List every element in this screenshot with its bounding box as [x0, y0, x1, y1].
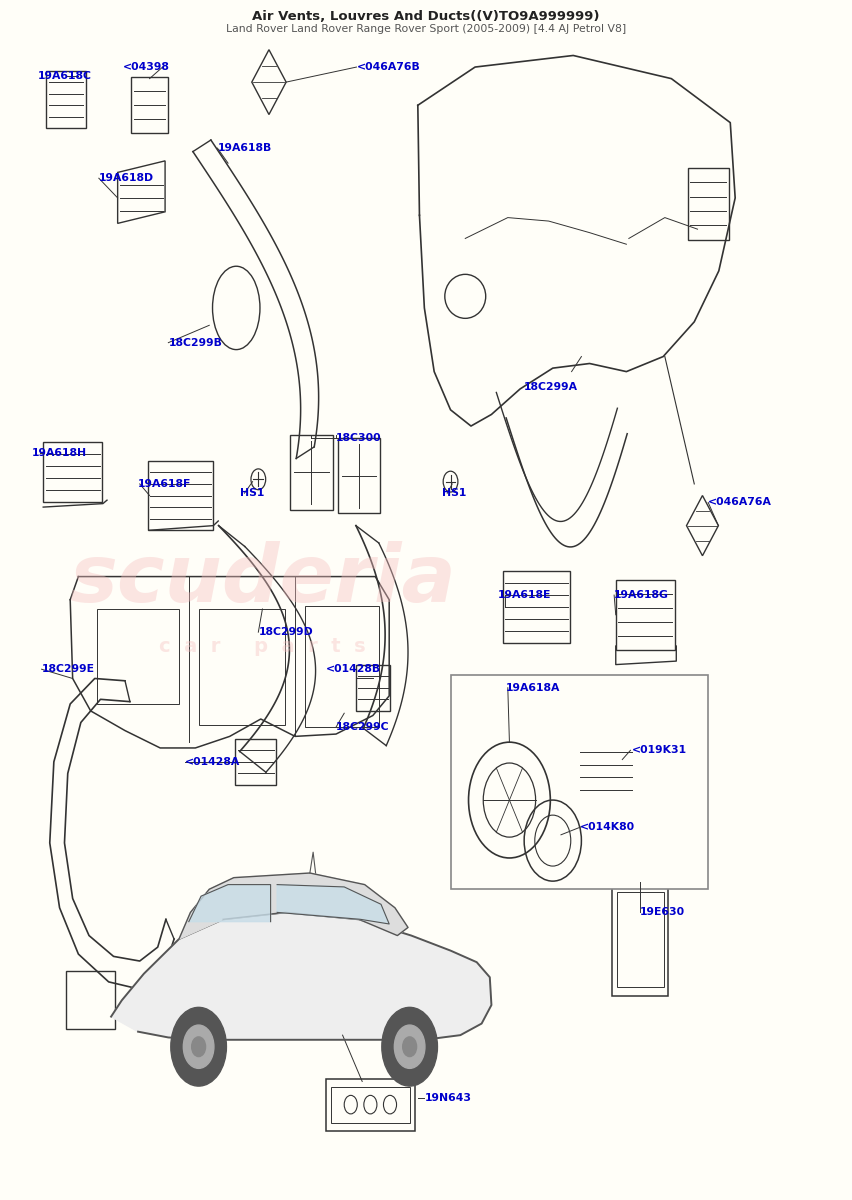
Text: <046A76A: <046A76A [708, 498, 772, 508]
Polygon shape [179, 874, 408, 940]
Text: 19A618D: 19A618D [99, 173, 154, 184]
Text: HS1: HS1 [239, 488, 264, 498]
Polygon shape [189, 884, 271, 922]
Text: c  a  r     p  a  r  t  s: c a r p a r t s [159, 636, 366, 655]
Circle shape [394, 1025, 425, 1068]
Text: 18C299A: 18C299A [524, 382, 579, 391]
Circle shape [192, 1037, 205, 1056]
Bar [613, 882, 668, 996]
Bar [355, 665, 390, 710]
Text: 18C299B: 18C299B [169, 337, 222, 348]
Polygon shape [277, 884, 389, 924]
Text: <019K31: <019K31 [632, 745, 688, 755]
Bar [578, 739, 635, 803]
Text: 18C299D: 18C299D [258, 628, 313, 637]
Circle shape [403, 1037, 417, 1056]
Bar [616, 580, 675, 649]
Text: 19N643: 19N643 [424, 1093, 471, 1103]
Polygon shape [111, 912, 492, 1039]
Circle shape [170, 1007, 227, 1086]
Text: 19E630: 19E630 [641, 907, 685, 917]
Text: <046A76B: <046A76B [356, 62, 420, 72]
Bar [326, 1079, 415, 1130]
Circle shape [183, 1025, 214, 1068]
Text: 19A618H: 19A618H [32, 448, 87, 457]
Bar [66, 972, 115, 1030]
Text: <01428B: <01428B [326, 665, 382, 674]
Text: <01428A: <01428A [185, 757, 240, 767]
Text: <014K80: <014K80 [579, 822, 635, 832]
Text: <04398: <04398 [124, 62, 170, 72]
Bar [47, 71, 86, 128]
Bar [43, 443, 102, 503]
Bar [337, 438, 380, 514]
Circle shape [382, 1007, 437, 1086]
Text: 19A618F: 19A618F [138, 479, 192, 488]
Text: scuderia: scuderia [69, 541, 456, 619]
Bar [331, 1087, 410, 1122]
Bar [503, 571, 570, 642]
Text: HS1: HS1 [442, 488, 467, 498]
Bar [305, 606, 378, 727]
Text: 19A618E: 19A618E [498, 590, 551, 600]
Bar [131, 78, 168, 133]
Bar [688, 168, 728, 240]
Text: 19A618B: 19A618B [217, 143, 272, 154]
Text: Land Rover Land Rover Range Rover Sport (2005-2009) [4.4 AJ Petrol V8]: Land Rover Land Rover Range Rover Sport … [226, 24, 626, 34]
Bar [451, 676, 708, 889]
Bar [199, 608, 285, 725]
Bar [291, 434, 333, 510]
Bar [617, 892, 664, 986]
Text: 19A618G: 19A618G [614, 590, 669, 600]
Text: 19A618C: 19A618C [37, 71, 91, 82]
Bar [148, 461, 213, 530]
Text: Air Vents, Louvres And Ducts((V)TO9A999999): Air Vents, Louvres And Ducts((V)TO9A9999… [252, 10, 600, 23]
Bar [97, 608, 179, 704]
Text: 18C300: 18C300 [336, 433, 382, 443]
Text: 18C299E: 18C299E [42, 665, 95, 674]
Text: 19A618A: 19A618A [506, 683, 561, 692]
Text: 18C299C: 18C299C [336, 722, 389, 732]
Bar [235, 739, 276, 785]
